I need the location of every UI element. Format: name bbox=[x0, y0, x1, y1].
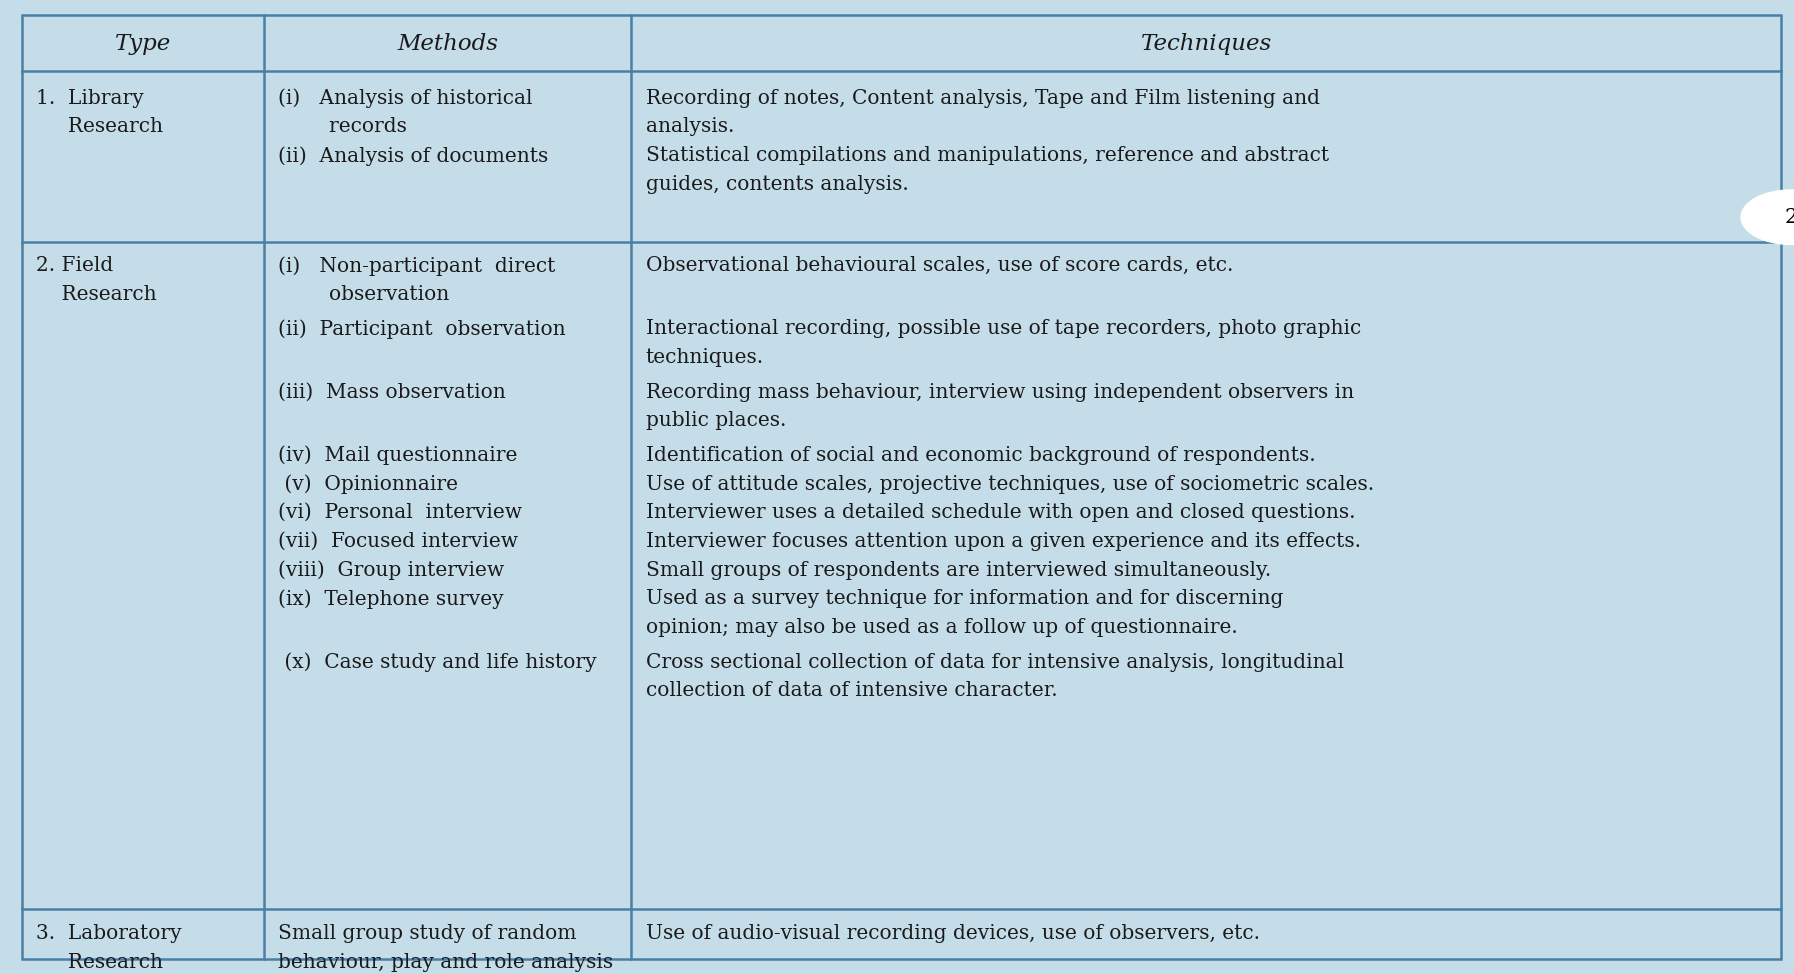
Text: Methods: Methods bbox=[396, 33, 499, 56]
Text: 2: 2 bbox=[1785, 207, 1794, 227]
Text: records: records bbox=[278, 118, 407, 136]
Text: Recording of notes, Content analysis, Tape and Film listening and: Recording of notes, Content analysis, Ta… bbox=[646, 89, 1320, 108]
Text: (iv)  Mail questionnaire: (iv) Mail questionnaire bbox=[278, 446, 517, 466]
Text: (vii)  Focused interview: (vii) Focused interview bbox=[278, 532, 518, 551]
Text: Cross sectional collection of data for intensive analysis, longitudinal: Cross sectional collection of data for i… bbox=[646, 653, 1344, 672]
Text: Use of attitude scales, projective techniques, use of sociometric scales.: Use of attitude scales, projective techn… bbox=[646, 474, 1374, 494]
Text: analysis.: analysis. bbox=[646, 118, 734, 136]
Text: Research: Research bbox=[36, 284, 156, 304]
Text: 1.  Library: 1. Library bbox=[36, 89, 144, 108]
Text: public places.: public places. bbox=[646, 411, 786, 431]
Text: (i)   Non-participant  direct: (i) Non-participant direct bbox=[278, 256, 556, 276]
Text: Interviewer focuses attention upon a given experience and its effects.: Interviewer focuses attention upon a giv… bbox=[646, 532, 1362, 551]
Text: (i)   Analysis of historical: (i) Analysis of historical bbox=[278, 89, 533, 108]
Text: 2. Field: 2. Field bbox=[36, 256, 113, 276]
Text: (x)  Case study and life history: (x) Case study and life history bbox=[278, 653, 597, 672]
Text: behaviour, play and role analysis: behaviour, play and role analysis bbox=[278, 953, 614, 972]
Text: (ii)  Participant  observation: (ii) Participant observation bbox=[278, 319, 565, 339]
Text: opinion; may also be used as a follow up of questionnaire.: opinion; may also be used as a follow up… bbox=[646, 618, 1238, 637]
Text: Interviewer uses a detailed schedule with open and closed questions.: Interviewer uses a detailed schedule wit… bbox=[646, 504, 1354, 522]
Text: (ii)  Analysis of documents: (ii) Analysis of documents bbox=[278, 146, 549, 166]
Text: Small groups of respondents are interviewed simultaneously.: Small groups of respondents are intervie… bbox=[646, 561, 1272, 580]
Text: Interactional recording, possible use of tape recorders, photo graphic: Interactional recording, possible use of… bbox=[646, 319, 1362, 338]
Text: (iii)  Mass observation: (iii) Mass observation bbox=[278, 383, 506, 401]
Text: Type: Type bbox=[115, 33, 170, 56]
Text: Identification of social and economic background of respondents.: Identification of social and economic ba… bbox=[646, 446, 1315, 465]
Text: Recording mass behaviour, interview using independent observers in: Recording mass behaviour, interview usin… bbox=[646, 383, 1354, 401]
Text: (v)  Opinionnaire: (v) Opinionnaire bbox=[278, 474, 457, 494]
Text: Statistical compilations and manipulations, reference and abstract: Statistical compilations and manipulatio… bbox=[646, 146, 1329, 166]
Text: 3.  Laboratory: 3. Laboratory bbox=[36, 924, 181, 944]
Text: (viii)  Group interview: (viii) Group interview bbox=[278, 561, 504, 581]
Text: Research: Research bbox=[36, 118, 163, 136]
Circle shape bbox=[1740, 190, 1794, 244]
Text: Small group study of random: Small group study of random bbox=[278, 924, 576, 944]
Text: Use of audio-visual recording devices, use of observers, etc.: Use of audio-visual recording devices, u… bbox=[646, 924, 1259, 944]
Text: guides, contents analysis.: guides, contents analysis. bbox=[646, 175, 908, 194]
Text: Research: Research bbox=[36, 953, 163, 972]
Text: Observational behavioural scales, use of score cards, etc.: Observational behavioural scales, use of… bbox=[646, 256, 1232, 276]
Text: observation: observation bbox=[278, 284, 448, 304]
Text: (vi)  Personal  interview: (vi) Personal interview bbox=[278, 504, 522, 522]
Text: collection of data of intensive character.: collection of data of intensive characte… bbox=[646, 682, 1057, 700]
Text: Techniques: Techniques bbox=[1141, 33, 1272, 56]
Text: Used as a survey technique for information and for discerning: Used as a survey technique for informati… bbox=[646, 589, 1283, 609]
Text: techniques.: techniques. bbox=[646, 348, 764, 367]
Text: (ix)  Telephone survey: (ix) Telephone survey bbox=[278, 589, 504, 609]
